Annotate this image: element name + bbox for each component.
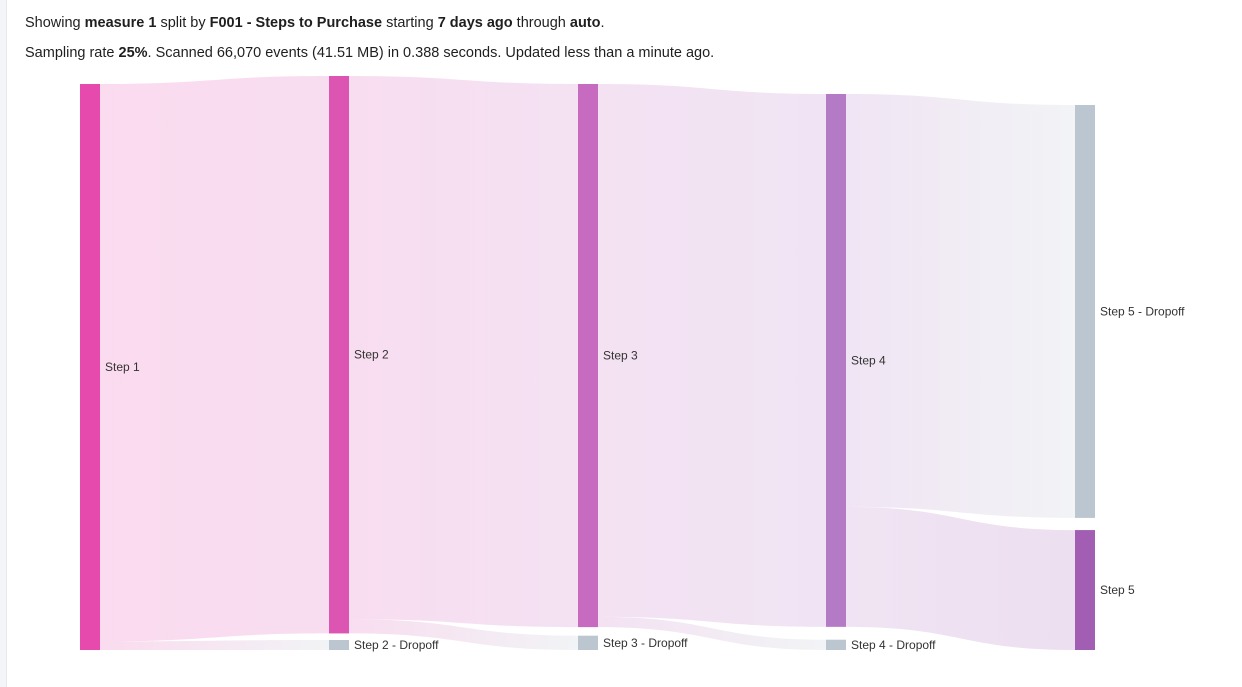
sankey-labels: Step 1 Step 2 Step 2 - Dropoff Step 3 Step 3… xyxy=(105,304,1185,652)
node-step4-dropoff[interactable] xyxy=(826,639,846,650)
end-time: auto xyxy=(569,15,601,31)
measure-name: measure 1 xyxy=(84,15,157,31)
sampling-rate: 25% xyxy=(118,45,148,61)
link-step1-to-step2_dropoff[interactable] xyxy=(100,640,329,650)
starting-text: starting xyxy=(386,15,434,31)
node-step3-dropoff[interactable] xyxy=(578,635,598,650)
link-step3-to-step4[interactable] xyxy=(598,84,826,627)
link-step4-to-step5[interactable] xyxy=(846,506,1075,650)
link-step2-to-step3[interactable] xyxy=(349,76,578,628)
link-step2-to-step3_dropoff[interactable] xyxy=(349,619,578,650)
node-label-step2: Step 2 xyxy=(354,348,389,362)
sampling-prefix: Sampling rate xyxy=(25,45,115,61)
node-step5[interactable] xyxy=(1075,530,1095,650)
node-step2[interactable] xyxy=(329,76,349,634)
node-label-step5-dropoff: Step 5 - Dropoff xyxy=(1100,304,1185,318)
query-summary: Showing measure 1 split by F001 - Steps … xyxy=(25,14,605,32)
node-step5-dropoff[interactable] xyxy=(1075,105,1095,518)
showing-text: Showing xyxy=(25,15,81,31)
node-label-step4: Step 4 xyxy=(851,353,886,367)
summary-end-punct: . xyxy=(600,15,605,31)
dimension-name: F001 - Steps to Purchase xyxy=(209,15,383,31)
node-step4[interactable] xyxy=(826,94,846,627)
start-time: 7 days ago xyxy=(437,15,513,31)
link-step3-to-step4_dropoff[interactable] xyxy=(598,616,826,650)
sankey-nodes xyxy=(80,76,1095,650)
node-label-step3-dropoff: Step 3 - Dropoff xyxy=(603,636,688,650)
node-step3[interactable] xyxy=(578,84,598,628)
node-label-step4-dropoff: Step 4 - Dropoff xyxy=(851,638,936,652)
scan-stats: Sampling rate 25%. Scanned 66,070 events… xyxy=(25,44,714,62)
sankey-links xyxy=(100,76,1075,650)
node-label-step3: Step 3 xyxy=(603,349,638,363)
node-step2-dropoff[interactable] xyxy=(329,640,349,650)
scan-info: . Scanned 66,070 events (41.51 MB) in 0.… xyxy=(147,45,715,61)
through-text: through xyxy=(516,15,566,31)
node-label-step5: Step 5 xyxy=(1100,583,1135,597)
node-label-step1: Step 1 xyxy=(105,360,140,374)
node-step1[interactable] xyxy=(80,84,100,650)
link-step4-to-step5_dropoff[interactable] xyxy=(846,94,1075,518)
node-label-step2-dropoff: Step 2 - Dropoff xyxy=(354,638,439,652)
link-step1-to-step2[interactable] xyxy=(100,76,329,642)
left-panel-edge xyxy=(0,0,7,687)
split-by-text: split by xyxy=(160,15,206,31)
